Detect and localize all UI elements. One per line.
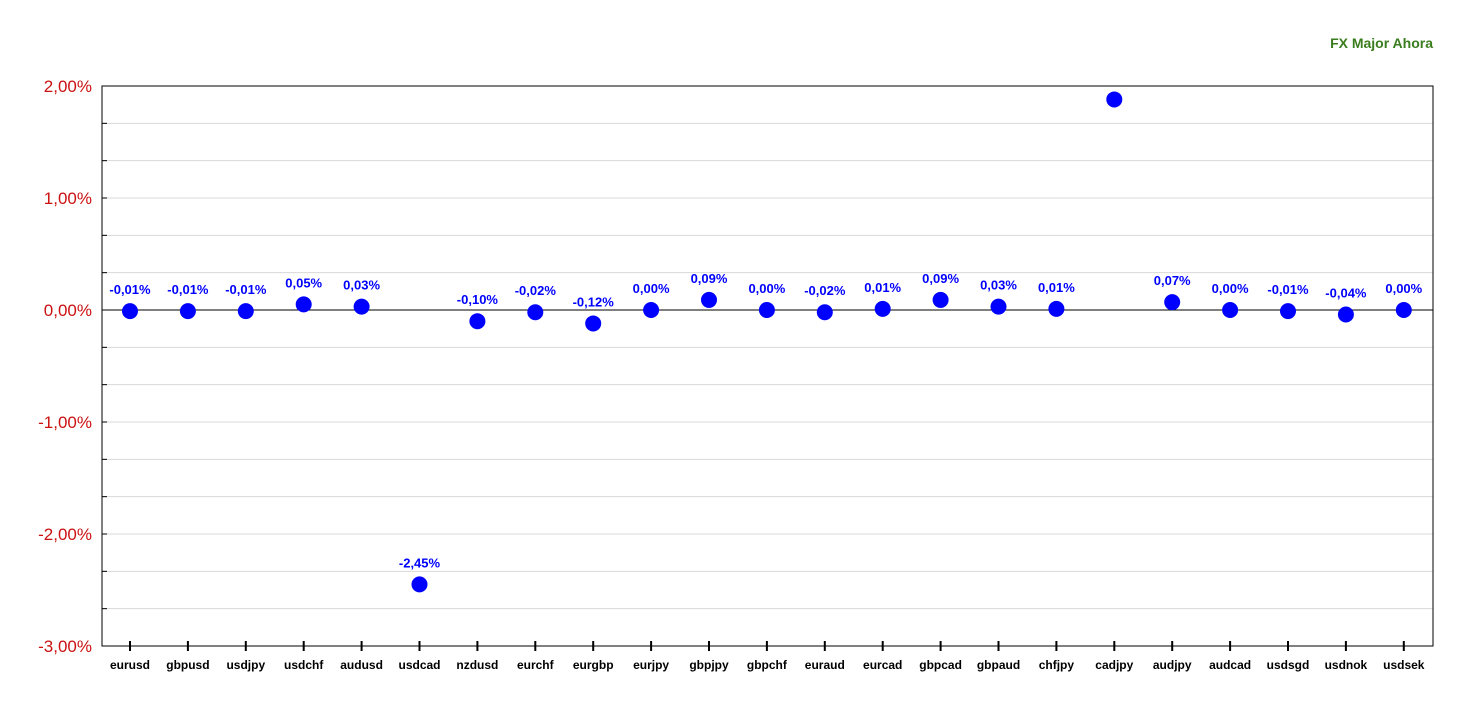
x-tick-label: audjpy [1153,658,1192,672]
y-tick-label: 1,00% [44,189,92,208]
data-label-eurjpy: 0,00% [633,281,670,296]
x-tick-label: gbpaud [977,658,1020,672]
chart-title: FX Major Ahora [1330,35,1433,51]
data-point-gbpcad [932,291,949,308]
y-tick-label: -1,00% [38,413,92,432]
data-label-eurchf: -0,02% [515,283,557,298]
data-point-cadjpy [1106,91,1123,108]
data-point-eurchf [527,304,544,321]
data-point-gbpjpy [701,291,717,308]
data-label-gbpcad: 0,09% [922,271,959,286]
y-tick-label: 0,00% [44,301,92,320]
x-tick-label: eurchf [517,658,555,672]
data-point-eurusd [122,303,138,320]
data-point-euraud [816,304,833,321]
data-point-nzdusd [469,313,486,330]
x-tick-label: chfjpy [1039,658,1075,672]
data-label-chfjpy: 0,01% [1038,280,1075,295]
data-label-usdchf: 0,05% [285,275,322,290]
data-label-eurusd: -0,01% [109,282,151,297]
data-label-audusd: 0,03% [343,278,380,293]
y-tick-label: 2,00% [44,77,92,96]
x-tick-label: usdsek [1383,658,1425,672]
data-point-chfjpy [1048,300,1065,317]
x-tick-label: eurgbp [573,658,614,672]
x-tick-label: euraud [805,658,845,672]
data-point-usdchf [295,296,312,313]
x-tick-label: usdsgd [1267,658,1310,672]
data-label-nzdusd: -0,10% [457,292,499,307]
x-tick-label: eurcad [863,658,902,672]
y-tick-label: -2,00% [38,525,92,544]
x-tick-label: usdnok [1325,658,1368,672]
data-point-usdcad [411,576,428,593]
x-tick-label: gbpusd [166,658,209,672]
data-point-audcad [1222,302,1239,318]
data-point-audusd [353,298,370,315]
data-label-usdsek: 0,00% [1385,281,1422,296]
x-tick-label: gbpcad [919,658,962,672]
x-tick-label: gbpchf [747,658,788,672]
x-tick-label: audcad [1209,658,1251,672]
data-point-usdsek [1395,302,1412,318]
x-tick-label: nzdusd [456,658,498,672]
data-point-eurjpy [643,302,660,318]
data-points: -0,01% -0,01% -0,01% 0,05% 0,03% -2,45% -0,10%… [109,91,1423,593]
x-tick-label: usdchf [284,658,324,672]
data-point-usdsgd [1280,303,1296,320]
plot-area [101,85,1434,647]
x-tick-label: eurjpy [633,658,669,672]
data-label-gbpaud: 0,03% [980,278,1017,293]
gridlines [102,122,1433,610]
x-tick-label: eurusd [110,658,150,672]
data-point-usdjpy [237,303,254,320]
data-point-gbpusd [179,303,196,320]
x-axis: eurusd gbpusd usdjpy usdchf audusd usdcad nzdu… [110,641,1425,672]
data-label-gbpjpy: 0,09% [691,271,728,286]
data-label-eurcad: 0,01% [864,280,901,295]
data-point-audjpy [1164,294,1181,311]
data-label-usdnok: -0,04% [1325,285,1367,300]
x-tick-label: usdcad [398,658,440,672]
y-axis: 2,00% 1,00% 0,00% -1,00% -2,00% -3,00% [38,77,107,656]
data-point-gbpchf [758,302,775,318]
data-label-audcad: 0,00% [1212,281,1249,296]
x-tick-label: gbpjpy [689,658,729,672]
data-label-euraud: -0,02% [804,283,846,298]
data-point-eurgbp [585,315,602,332]
data-label-audjpy: 0,07% [1154,273,1191,288]
x-tick-label: usdjpy [226,658,265,672]
data-label-gbpusd: -0,01% [167,282,209,297]
x-tick-label: audusd [340,658,383,672]
data-point-gbpaud [990,298,1007,315]
data-label-gbpchf: 0,00% [748,281,785,296]
data-point-eurcad [874,300,891,317]
data-label-usdsgd: -0,01% [1267,282,1309,297]
data-label-eurgbp: -0,12% [573,294,615,309]
data-label-usdjpy: -0,01% [225,282,267,297]
data-label-usdcad: -2,45% [399,555,441,570]
data-point-usdnok [1337,306,1354,323]
x-tick-label: cadjpy [1095,658,1133,672]
y-tick-label: -3,00% [38,637,92,656]
